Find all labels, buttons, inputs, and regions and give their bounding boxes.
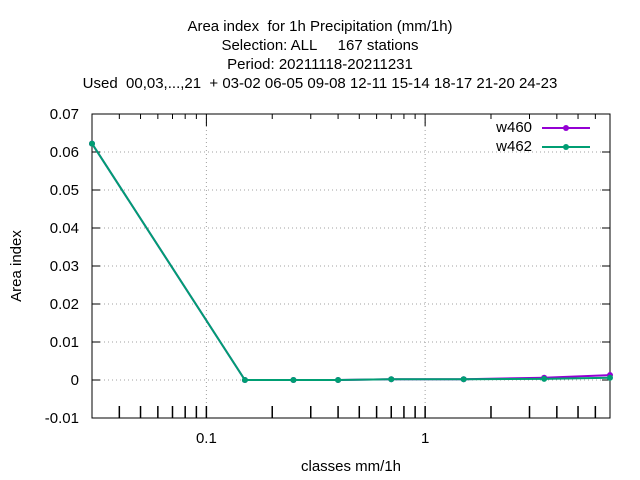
y-tick-label: 0: [71, 372, 79, 389]
y-tick-label: 0.02: [50, 296, 79, 313]
axis-ticks: -0.01 0 0.01 0.02 0.03 0.04 0.05 0.06 0.07 0.1 1: [45, 106, 610, 447]
chart-title-line-4: Used 00,03,...,21 + 03-02 06-05 09-08 12…: [82, 75, 558, 92]
data-point-w462: [241, 377, 248, 383]
legend-marker-w460: [563, 125, 569, 131]
data-point-w462: [460, 376, 467, 383]
y-tick-label: 0.05: [50, 182, 79, 199]
data-point-w462: [335, 377, 342, 383]
y-tick-label: 0.07: [50, 106, 79, 123]
data-point-w462: [541, 375, 548, 382]
data-point-w462: [290, 377, 297, 383]
y-tick-label: 0.04: [50, 220, 79, 237]
legend-label-w460: w460: [496, 119, 532, 136]
data-point-w462: [607, 374, 613, 381]
grid: [92, 114, 610, 418]
y-tick-label: 0.06: [50, 144, 79, 161]
y-axis-label: Area index: [8, 230, 25, 302]
legend-label-w462: w462: [496, 138, 532, 155]
chart-title-line-3: Period: 20211118-20211231: [227, 56, 413, 73]
x-axis-label: classes mm/1h: [301, 458, 401, 475]
y-tick-label: -0.01: [45, 410, 79, 427]
data-point-w462: [388, 376, 395, 383]
series-line-w460: [91, 143, 611, 381]
y-tick-label: 0.03: [50, 258, 79, 275]
chart-title-line-1: Area index for 1h Precipitation (mm/1h): [187, 18, 453, 35]
series-lines: [89, 140, 613, 383]
data-point-w462: [89, 140, 95, 147]
x-tick-label: 1: [421, 430, 429, 447]
legend-marker-w462: [563, 144, 569, 150]
legend: [542, 125, 590, 150]
series-line-w462: [91, 143, 611, 381]
y-tick-label: 0.01: [50, 334, 79, 351]
chart-title-line-2: Selection: ALL 167 stations: [221, 37, 419, 54]
x-tick-label: 0.1: [196, 430, 217, 447]
